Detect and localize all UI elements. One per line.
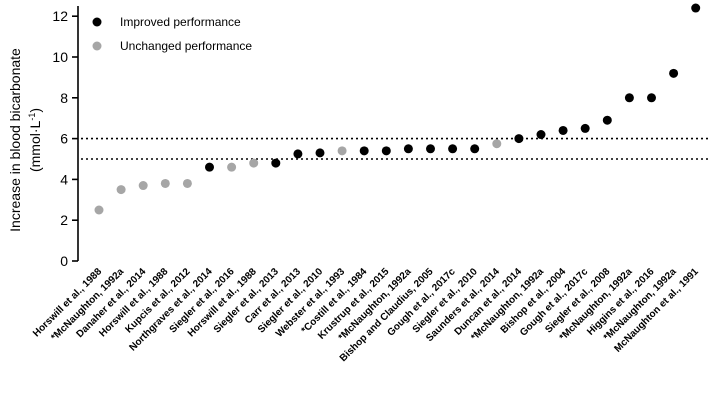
data-point-unchanged <box>138 181 148 191</box>
y-axis-label: Increase in blood bicarbonate (mmol·L-1) <box>7 48 43 232</box>
data-point-improved <box>647 93 656 103</box>
reference-lines <box>81 137 708 160</box>
data-point-improved <box>426 144 435 154</box>
data-point-improved <box>359 146 369 156</box>
data-point-improved <box>205 162 214 172</box>
data-points <box>94 3 701 215</box>
y-tick-label: 6 <box>60 131 68 147</box>
legend: Improved performance Unchanged performan… <box>92 15 252 53</box>
data-point-improved <box>381 146 391 156</box>
data-point-unchanged <box>492 139 502 149</box>
data-point-improved <box>624 93 634 103</box>
y-tick-label: 0 <box>60 253 68 269</box>
data-point-unchanged <box>337 146 347 156</box>
data-point-improved <box>580 123 590 133</box>
legend-item-unchanged: Unchanged performance <box>92 39 252 53</box>
data-point-improved <box>514 134 524 144</box>
data-point-unchanged <box>249 158 259 168</box>
data-point-improved <box>271 158 281 168</box>
x-axis-labels: Horswill et al., 1988*McNaughton, 1992aD… <box>31 266 701 364</box>
y-axis-label-line1: Increase in blood bicarbonate <box>7 48 23 232</box>
y-axis: 0 2 4 6 8 10 12 <box>52 6 79 269</box>
data-point-unchanged <box>227 162 237 172</box>
data-point-improved <box>448 144 458 154</box>
data-point-improved <box>602 115 612 125</box>
y-tick-label: 8 <box>60 90 68 106</box>
y-tick-label: 2 <box>60 212 68 228</box>
legend-item-improved: Improved performance <box>92 15 241 29</box>
data-point-improved <box>558 125 568 135</box>
data-point-improved <box>669 68 679 78</box>
data-point-improved <box>403 144 413 154</box>
legend-marker-unchanged <box>92 41 102 51</box>
data-point-unchanged <box>182 178 192 188</box>
data-point-unchanged <box>160 178 170 188</box>
data-point-improved <box>691 3 701 13</box>
y-axis-label-line2: (mmol·L-1) <box>27 108 43 172</box>
data-point-unchanged <box>94 205 104 215</box>
data-point-improved <box>315 148 325 158</box>
y-tick-label: 10 <box>52 49 68 65</box>
y-tick-label: 4 <box>60 171 68 187</box>
legend-label-improved: Improved performance <box>120 15 241 29</box>
legend-marker-improved <box>92 17 102 27</box>
legend-label-unchanged: Unchanged performance <box>120 39 252 53</box>
data-point-improved <box>470 144 480 154</box>
data-point-unchanged <box>116 185 126 195</box>
data-point-improved <box>293 149 303 159</box>
y-tick-label: 12 <box>52 8 68 24</box>
data-point-improved <box>536 130 546 140</box>
